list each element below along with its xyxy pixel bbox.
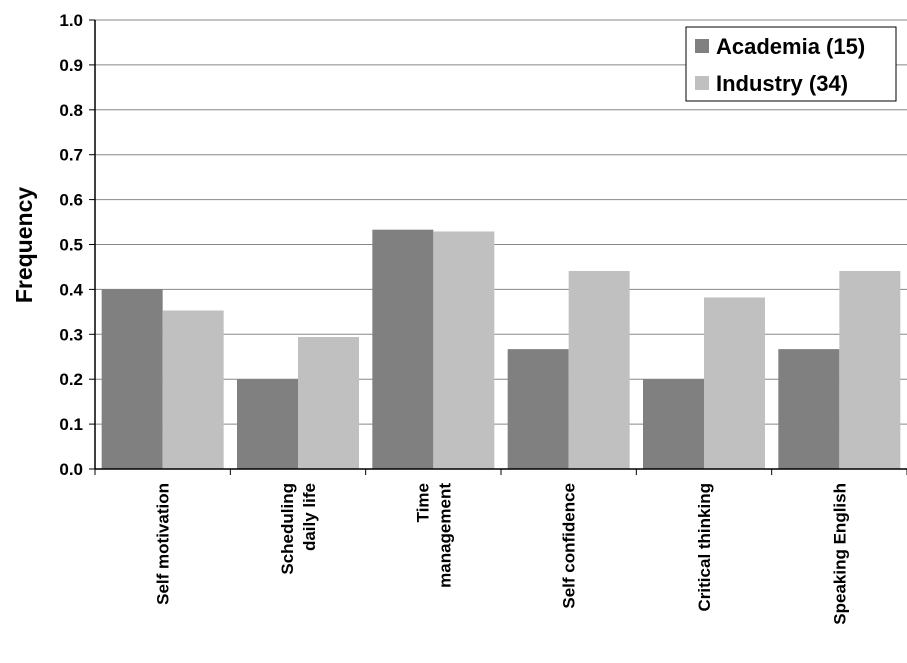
y-tick-label: 0.6 [59, 191, 83, 210]
bar-industry [162, 310, 224, 469]
x-category-label: Self motivation [154, 483, 173, 605]
bar-academia [237, 379, 298, 469]
bar-industry [568, 270, 630, 469]
bars [101, 229, 901, 469]
bar-academia [372, 229, 434, 469]
y-tick-label: 0.3 [59, 325, 83, 344]
y-tick-labels: 0.0 0.1 0.2 0.3 0.4 0.5 0.6 0.7 0.8 0.9 1.0 [59, 11, 83, 479]
y-tick-label: 0.0 [59, 460, 83, 479]
x-category-label: Scheduling [278, 483, 297, 575]
axes [94, 20, 907, 475]
y-tick-label: 0.5 [59, 236, 83, 255]
bar-industry [433, 231, 495, 469]
x-category-label: Speaking English [830, 483, 849, 625]
bar-academia [643, 379, 704, 469]
bar-industry [839, 270, 901, 469]
y-tick-label: 0.9 [59, 56, 83, 75]
bar-academia [507, 349, 569, 469]
x-category-label: Critical thinking [695, 483, 714, 611]
y-tick-label: 1.0 [59, 11, 83, 30]
x-category-labels: Self motivation Scheduling daily life Time m… [154, 483, 850, 625]
bar-industry [704, 297, 765, 469]
bar-academia [101, 289, 163, 469]
bar-academia [778, 349, 840, 469]
y-axis-title: Frequency [11, 187, 37, 304]
gridlines [89, 19, 907, 470]
y-tick-label: 0.4 [59, 280, 83, 299]
x-category-label: Time [413, 483, 432, 522]
legend-label-industry: Industry (34) [716, 71, 848, 96]
y-tick-label: 0.8 [59, 101, 83, 120]
y-tick-label: 0.1 [59, 415, 83, 434]
legend-swatch-industry [695, 76, 709, 90]
legend-swatch-academia [695, 39, 709, 53]
x-category-label: management [435, 483, 454, 588]
legend-label-academia: Academia (15) [716, 34, 865, 59]
legend-box [685, 26, 897, 102]
legend: Academia (15) Industry (34) [685, 26, 897, 102]
x-category-label: Self confidence [560, 483, 579, 609]
x-category-label: daily life [300, 483, 319, 551]
bar-industry [298, 336, 359, 469]
y-tick-label: 0.7 [59, 146, 83, 165]
y-tick-label: 0.2 [59, 370, 83, 389]
